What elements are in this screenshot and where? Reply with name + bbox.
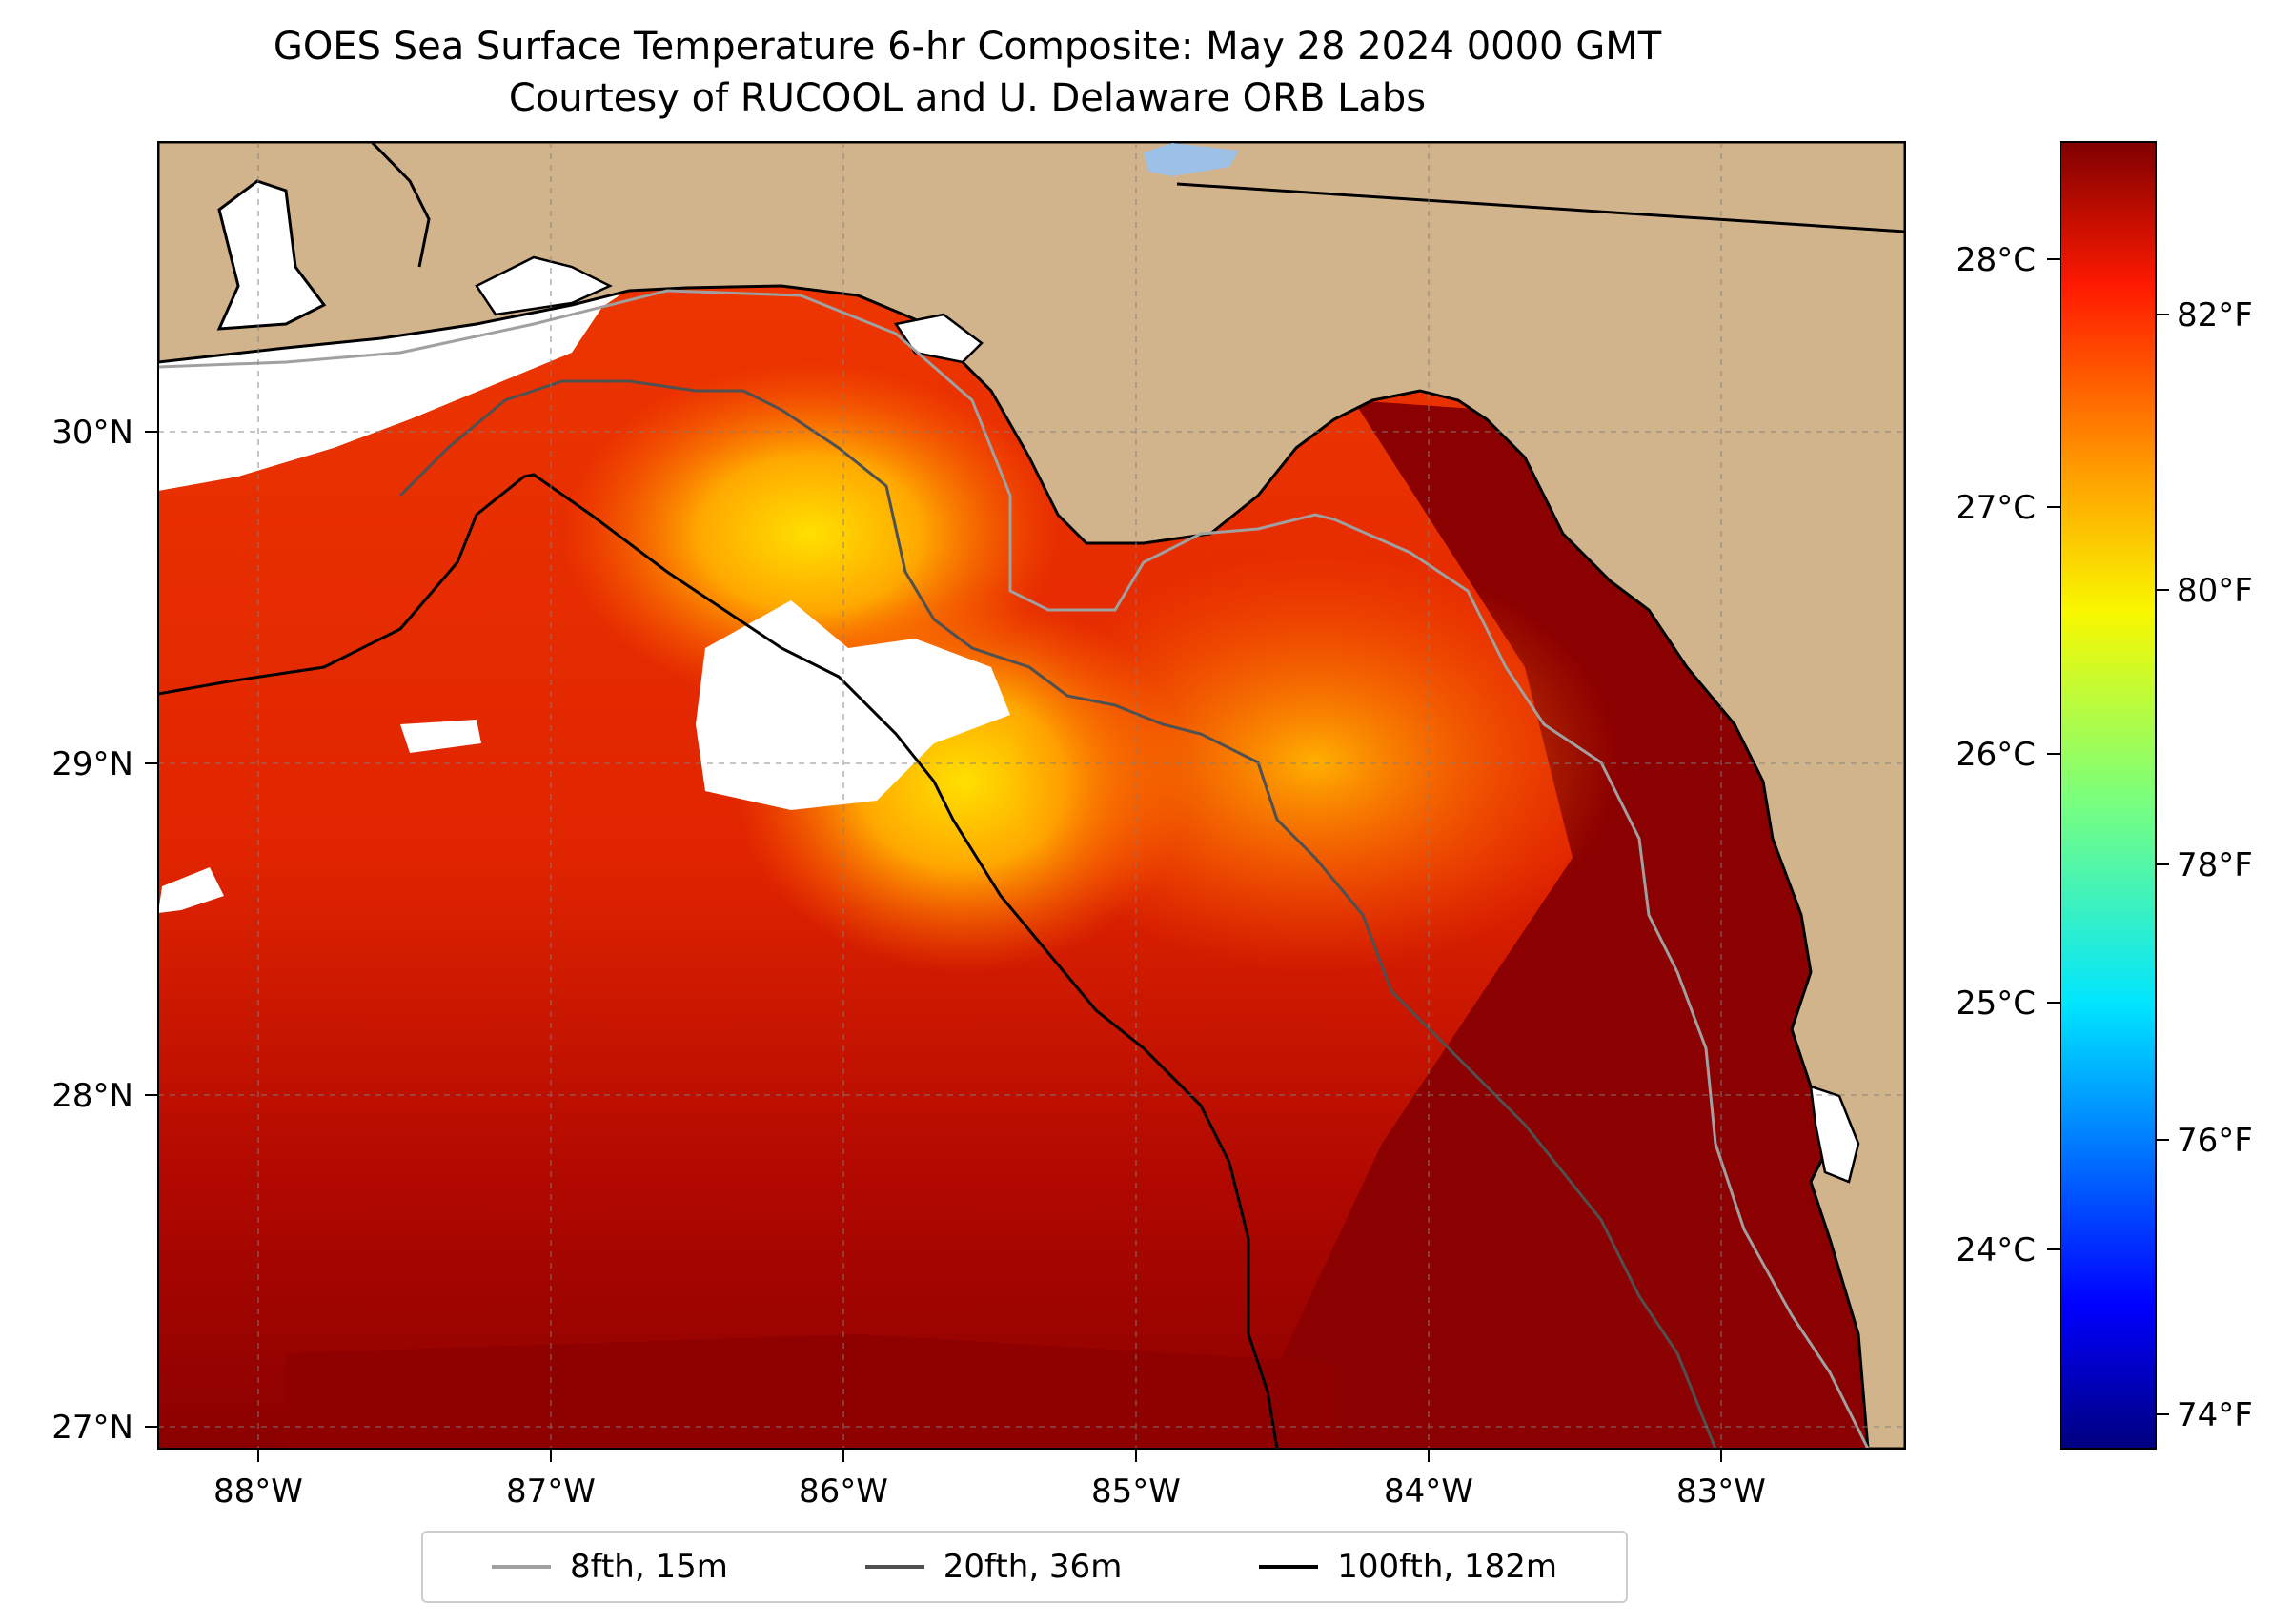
legend-item-36m: 20fth, 36m xyxy=(864,1548,1123,1586)
x-tick-label: 84°W xyxy=(1384,1472,1473,1511)
legend-swatch xyxy=(1259,1565,1319,1569)
warm-pool-east xyxy=(1010,553,1620,972)
c-tick-label: 28°C xyxy=(1956,241,2036,279)
legend-label: 8fth, 15m xyxy=(569,1548,728,1586)
colorbar-celsius-labels: 24°C 25°C 26°C 27°C 28°C xyxy=(1956,241,2036,1269)
x-tick-label: 83°W xyxy=(1676,1472,1766,1511)
map-area xyxy=(158,142,1905,1449)
legend: 8fth, 15m 20fth, 36m 100fth, 182m xyxy=(421,1531,1628,1603)
y-tick-label: 27°N xyxy=(51,1409,133,1447)
gridlines xyxy=(158,142,1905,1449)
lake xyxy=(1144,143,1239,176)
no-data-sw xyxy=(158,867,224,913)
axis-ticks xyxy=(145,431,1722,1462)
x-axis-labels: 88°W 87°W 86°W 85°W 84°W 83°W xyxy=(213,1472,1766,1511)
colorbar-fahrenheit-labels: 74°F 76°F 78°F 80°F 82°F xyxy=(2177,296,2253,1434)
colorbar-ticks xyxy=(2047,258,2169,1415)
f-tick-label: 74°F xyxy=(2177,1396,2253,1434)
x-tick-label: 86°W xyxy=(799,1472,888,1511)
legend-swatch xyxy=(864,1565,924,1569)
x-tick-label: 85°W xyxy=(1091,1472,1181,1511)
map-title: GOES Sea Surface Temperature 6-hr Compos… xyxy=(273,25,1662,69)
plot-frame xyxy=(157,141,1906,1450)
legend-label: 100fth, 182m xyxy=(1337,1548,1558,1586)
mobile-bay xyxy=(216,179,327,331)
state-boundary xyxy=(1176,182,1905,233)
f-tick-label: 80°F xyxy=(2177,572,2253,610)
f-tick-label: 76°F xyxy=(2177,1122,2253,1160)
tampa-bay xyxy=(1809,1085,1860,1184)
y-tick-label: 30°N xyxy=(51,414,133,452)
c-tick-label: 25°C xyxy=(1956,985,2036,1023)
x-tick-label: 87°W xyxy=(506,1472,596,1511)
c-tick-label: 27°C xyxy=(1956,489,2036,527)
contour-36m xyxy=(398,379,1717,1449)
legend-label: 20fth, 36m xyxy=(943,1548,1123,1586)
f-tick-label: 78°F xyxy=(2177,846,2253,884)
colorbar xyxy=(2060,141,2157,1450)
contour-15m xyxy=(158,289,1870,1449)
y-axis-labels: 27°N 28°N 29°N 30°N xyxy=(51,414,133,1447)
legend-item-15m: 8fth, 15m xyxy=(491,1548,728,1586)
pensacola-bay xyxy=(475,255,613,316)
no-data-patch xyxy=(400,720,481,753)
x-tick-label: 88°W xyxy=(213,1472,303,1511)
f-tick-label: 82°F xyxy=(2177,296,2253,335)
no-data-center xyxy=(696,600,1010,810)
map-subtitle: Courtesy of RUCOOL and U. Delaware ORB L… xyxy=(508,76,1427,120)
south-water xyxy=(286,1334,1334,1449)
coastline-west xyxy=(370,142,431,268)
legend-swatch xyxy=(491,1565,551,1569)
c-tick-label: 24°C xyxy=(1956,1231,2036,1269)
legend-item-182m: 100fth, 182m xyxy=(1259,1548,1557,1586)
y-tick-label: 28°N xyxy=(51,1077,133,1115)
contour-182m xyxy=(158,473,1279,1449)
c-tick-label: 26°C xyxy=(1956,736,2036,774)
y-tick-label: 29°N xyxy=(51,745,133,783)
